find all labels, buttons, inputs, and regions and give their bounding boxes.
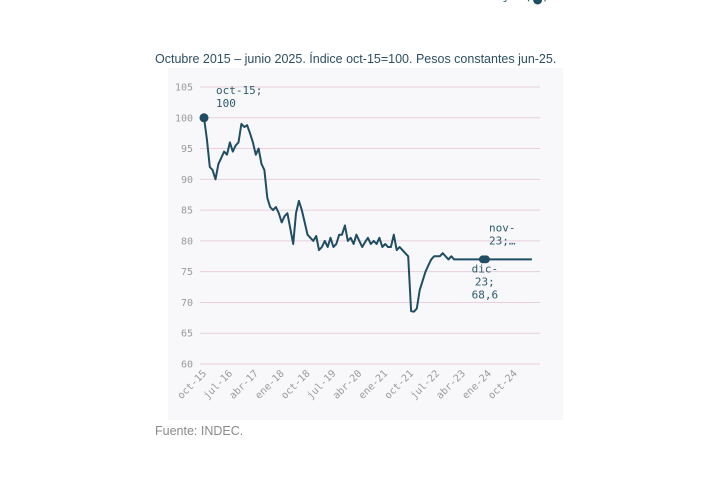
y-tick-label: 105: [175, 83, 193, 94]
y-tick-label: 80: [181, 236, 193, 247]
y-tick-label: 100: [175, 113, 193, 124]
data-marker: [533, 0, 543, 5]
data-labels: oct-15;100 nov-23;… dic-23;68,6 jun-25;77,0: [216, 0, 549, 301]
plot-background: [168, 68, 563, 420]
y-tick-label: 75: [181, 267, 193, 278]
y-tick-label: 60: [181, 360, 193, 371]
y-tick-label: 65: [181, 329, 193, 340]
data-label: oct-15; 100: [216, 84, 262, 110]
source-note: Fuente: INDEC.: [155, 424, 244, 438]
y-tick-label: 70: [181, 298, 193, 309]
data-label: jun-25;77,0: [502, 0, 548, 3]
series-line: [203, 117, 532, 313]
y-axis-ticks: 60 65 70 75 80 85 90 95 100 105: [175, 83, 193, 371]
data-label: nov-23;…: [489, 221, 516, 247]
gridlines: [200, 86, 540, 365]
data-label: dic-23; 68,6: [472, 262, 499, 301]
data-marker: [481, 255, 490, 264]
y-tick-label: 95: [181, 144, 193, 155]
y-tick-label: 90: [181, 175, 193, 186]
data-marker: [199, 113, 209, 123]
chart-title: Octubre 2015 – junio 2025. Índice oct-15…: [155, 52, 557, 66]
y-tick-label: 85: [181, 206, 193, 217]
series-markers: [199, 0, 543, 264]
